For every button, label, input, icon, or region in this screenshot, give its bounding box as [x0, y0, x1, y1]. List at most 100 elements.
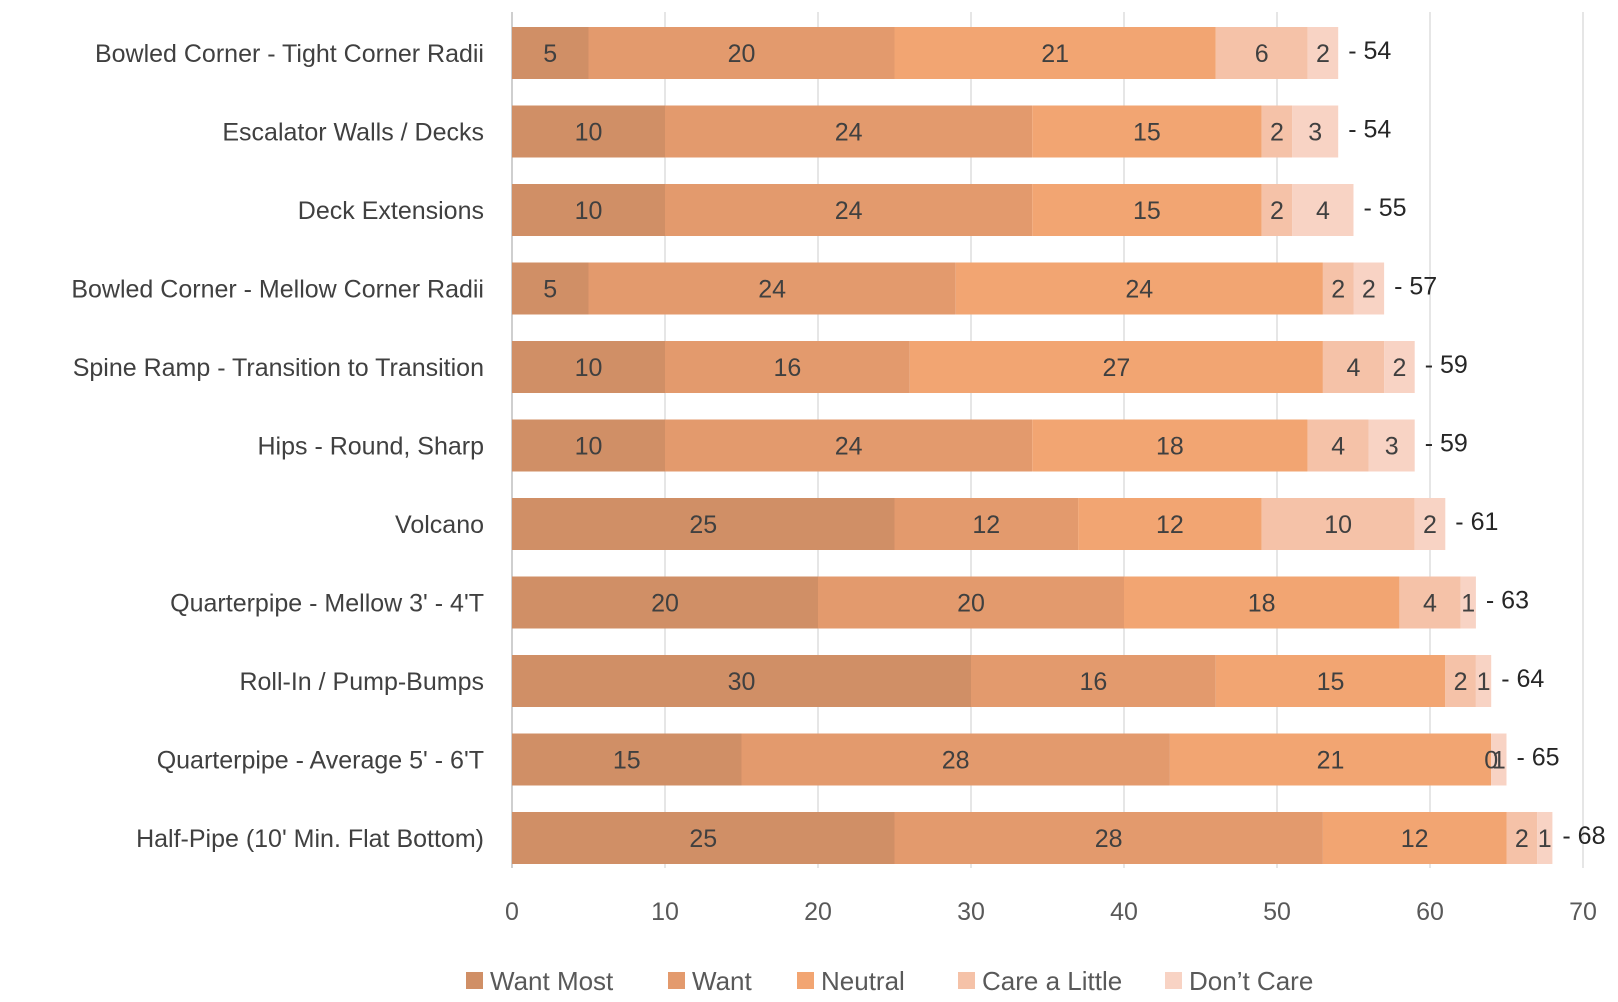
data-label: 4 [1331, 433, 1345, 461]
total-label: - 68 [1562, 822, 1605, 850]
x-axis-ticks: 0 10 20 30 40 50 60 70 [505, 898, 1597, 926]
bar-segment [1261, 105, 1293, 158]
total-label: - 54 [1348, 37, 1391, 65]
data-label: 5 [543, 40, 557, 68]
legend-swatch [958, 972, 975, 989]
x-tick-label: 70 [1569, 898, 1597, 926]
data-label: 15 [1317, 668, 1345, 696]
category-label: Roll-In / Pump-Bumps [239, 668, 484, 696]
data-label: 2 [1515, 825, 1529, 853]
bar-segment [1078, 498, 1262, 550]
bar-segment [665, 419, 1033, 472]
bar-segment [512, 184, 665, 236]
bar-segment [1353, 262, 1385, 315]
data-label: 10 [1324, 511, 1352, 539]
data-label: 30 [728, 668, 756, 696]
bar-segment [512, 27, 589, 79]
data-label: 10 [575, 197, 603, 225]
bar-segment [1032, 184, 1262, 236]
category-label: Bowled Corner - Mellow Corner Radii [71, 276, 484, 304]
bar-segment [1292, 105, 1339, 158]
bar-segment [1384, 341, 1415, 393]
bar-segment [665, 341, 910, 393]
bar-segment [512, 655, 971, 707]
category-label: Half-Pipe (10' Min. Flat Bottom) [136, 825, 484, 853]
legend-swatch [466, 972, 483, 989]
data-label: 12 [972, 511, 1000, 539]
bar-segment [909, 341, 1323, 393]
data-label: 2 [1362, 276, 1376, 304]
bar-segment [665, 105, 1033, 158]
bar-segment [1368, 419, 1415, 472]
legend: Want Most Want Neutral Care a Little Don’t C… [466, 966, 1313, 996]
category-label: Bowled Corner - Tight Corner Radii [95, 40, 484, 68]
bar-segment [512, 733, 742, 786]
category-labels: Bowled Corner - Tight Corner Radii Escala… [71, 40, 484, 853]
data-label: 18 [1248, 590, 1276, 618]
data-label: 1 [1492, 747, 1506, 775]
bar-segment [741, 733, 1170, 786]
x-tick-label: 40 [1110, 898, 1138, 926]
data-label: 10 [575, 119, 603, 147]
bar-segment [1460, 576, 1476, 629]
bar-segment [665, 184, 1033, 236]
data-label: 24 [758, 276, 786, 304]
x-tick-label: 10 [651, 898, 679, 926]
data-label: 5 [543, 276, 557, 304]
data-label: 4 [1316, 197, 1330, 225]
data-label: 12 [1156, 511, 1184, 539]
data-label: 21 [1041, 40, 1069, 68]
data-label: 21 [1317, 747, 1345, 775]
bar-segment [512, 498, 895, 550]
data-label: 2 [1270, 197, 1284, 225]
legend-label: Neutral [821, 966, 905, 996]
data-label: 20 [728, 40, 756, 68]
legend-label: Don’t Care [1189, 966, 1313, 996]
data-label: 15 [1133, 119, 1161, 147]
bars [512, 27, 1553, 864]
bar-segment [955, 262, 1323, 315]
bar-segment [1215, 655, 1446, 707]
bar-segment [588, 27, 895, 79]
bar-segment [1537, 812, 1553, 864]
bar-segment [894, 812, 1323, 864]
category-label: Hips - Round, Sharp [257, 433, 484, 461]
data-label: 2 [1423, 511, 1437, 539]
segment-labels: 5 20 21 6 210 24 15 2 310 24 15 2 45 24 24 2 210 16 27 4 210… [543, 40, 1551, 853]
bar-segment [894, 27, 1216, 79]
data-label: 28 [1095, 825, 1123, 853]
data-label: 1 [1461, 590, 1475, 618]
category-label: Escalator Walls / Decks [222, 119, 484, 147]
category-label: Volcano [395, 511, 484, 539]
legend-label: Care a Little [982, 966, 1122, 996]
bar-segment [588, 262, 956, 315]
total-label: - 55 [1364, 194, 1407, 222]
data-label: 2 [1270, 119, 1284, 147]
bar-segment [512, 262, 589, 315]
data-label: 10 [575, 354, 603, 382]
data-label: 10 [575, 433, 603, 461]
total-label: - 59 [1425, 430, 1468, 458]
total-labels: - 54 - 54 - 55 - 57 - 59 - 59 - 61 - 63 - 64 - 65… [1348, 37, 1605, 850]
x-tick-label: 30 [957, 898, 985, 926]
bar-segment [512, 105, 665, 158]
bar-segment [1445, 655, 1476, 707]
bar-segment [1032, 105, 1262, 158]
data-label: 1 [1477, 668, 1491, 696]
bar-segment [894, 498, 1079, 550]
legend-label: Want Most [490, 966, 614, 996]
bar-segment [818, 576, 1124, 629]
bar-segment [1414, 498, 1446, 550]
data-label: 16 [1079, 668, 1107, 696]
data-label: 18 [1156, 433, 1184, 461]
bar-segment [1169, 733, 1492, 786]
total-label: - 59 [1425, 351, 1468, 379]
category-label: Quarterpipe - Mellow 3' - 4'T [170, 590, 484, 618]
data-label: 24 [835, 197, 863, 225]
data-label: 25 [689, 825, 717, 853]
category-label: Deck Extensions [298, 197, 484, 225]
data-label: 15 [613, 747, 641, 775]
data-label: 4 [1347, 354, 1361, 382]
bar-segment [1475, 655, 1492, 707]
data-label: 25 [689, 511, 717, 539]
